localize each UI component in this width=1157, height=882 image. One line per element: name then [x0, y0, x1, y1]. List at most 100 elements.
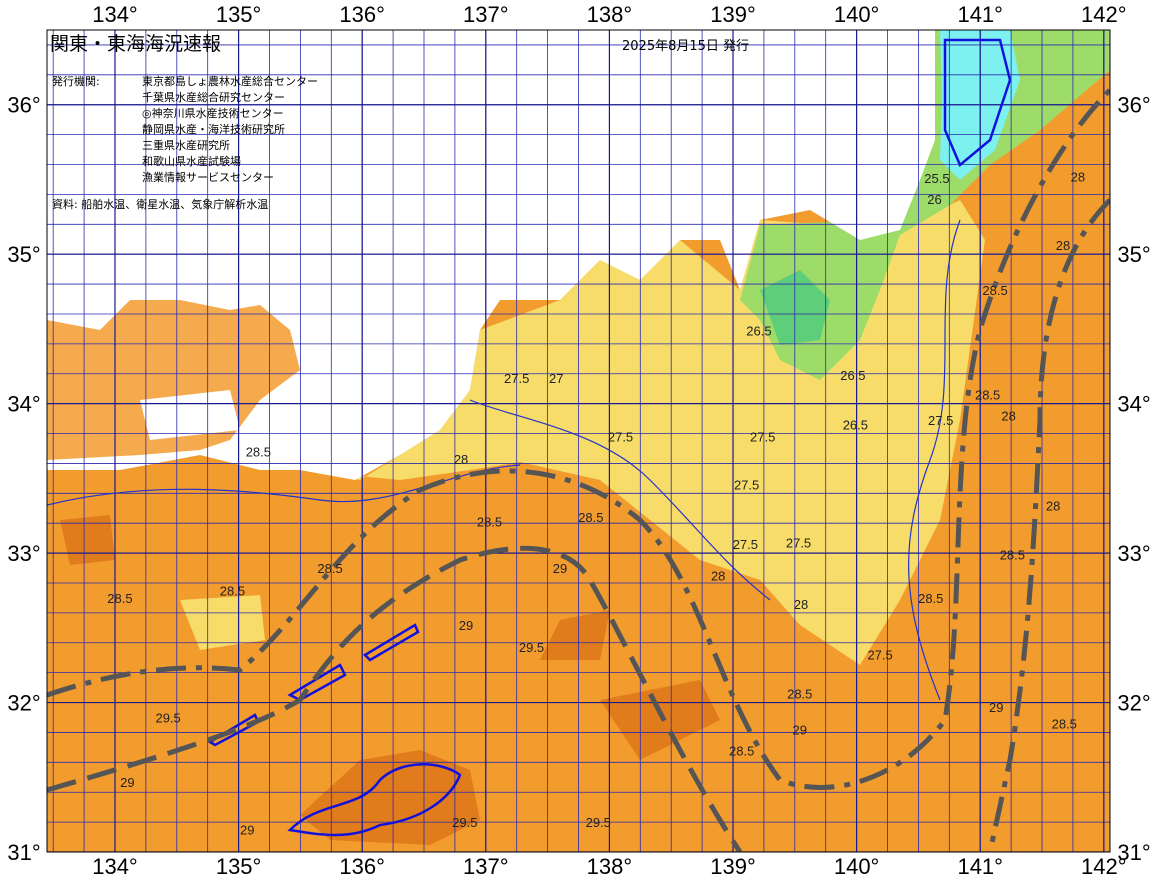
lat-tick-label: 36°: [1117, 93, 1150, 118]
contour-line: [47, 464, 521, 506]
contour-label: 28: [1046, 498, 1060, 513]
issue-date: 2025年8月15日 発行: [622, 39, 749, 54]
contour-label: 28.5: [982, 283, 1007, 298]
contour-label: 28.5: [246, 444, 271, 459]
contour-label: 29: [553, 561, 567, 576]
lat-tick-label: 32°: [1117, 691, 1150, 716]
lat-tick-label: 36°: [7, 93, 40, 118]
contour-label: 29: [240, 823, 254, 838]
grid: [47, 30, 1110, 852]
agency: 和歌山県水産試験場: [142, 154, 241, 168]
map-body: 28.5 27.5 27 27.5 27.5 27.5 27.5 27.5 28.5 28.5 28…: [47, 30, 1110, 852]
contour-label: 29: [459, 618, 473, 633]
source: 資料: 船舶水温、衛星水温、気象庁解析水温: [52, 197, 268, 211]
sea-hot: [60, 515, 720, 845]
current-path: [47, 88, 1110, 790]
contour-labels: 28.5 27.5 27 27.5 27.5 27.5 27.5 27.5 28.5 28.5 28…: [107, 169, 1085, 837]
contour-label: 28: [1071, 169, 1085, 184]
contour-label: 29: [989, 700, 1003, 715]
contour-label: 28.5: [918, 591, 943, 606]
lon-tick-label: 136°: [339, 2, 385, 27]
contour-label: 28: [454, 452, 468, 467]
agency: 千葉県水産総合研究センター: [142, 90, 285, 104]
contour-label: 27.5: [928, 413, 953, 428]
contour-label: 27.5: [608, 430, 633, 445]
contours: [47, 219, 961, 701]
lat-tick-label: 31°: [7, 840, 40, 865]
contour-label: 25.5: [924, 171, 949, 186]
contour-label: 29.5: [155, 710, 180, 725]
lon-tick-label: 137°: [463, 2, 509, 27]
map-frame: [46, 29, 1111, 853]
lon-tick-label: 142°: [1081, 854, 1127, 879]
contour-label: 27.5: [867, 648, 892, 663]
contour-label: 29: [793, 722, 807, 737]
lat-tick-label: 35°: [1117, 242, 1150, 267]
current-paths: [47, 88, 1110, 852]
contour-line: [943, 38, 1012, 168]
agency: 東京都島しょ農林水産総合センター: [142, 74, 318, 88]
contour-label: 28.5: [975, 388, 1000, 403]
contour-line: [287, 763, 462, 837]
lon-tick-label: 141°: [957, 854, 1003, 879]
contour-label: 29.5: [519, 640, 544, 655]
contour-label: 28.5: [477, 515, 502, 530]
contour-label: 28.5: [729, 743, 754, 758]
lat-tick-label: 33°: [7, 541, 40, 566]
contour-label: 28: [794, 597, 808, 612]
contour-label: 27.5: [734, 477, 759, 492]
lon-tick-label: 135°: [216, 854, 262, 879]
lat-tick-label: 34°: [7, 392, 40, 417]
contour-label: 28.5: [578, 510, 603, 525]
lon-tick-label: 139°: [710, 854, 756, 879]
lon-tick-label: 140°: [834, 2, 880, 27]
contour-label: 27.5: [750, 430, 775, 445]
agency: 三重県水産研究所: [142, 138, 230, 152]
contour-label: 28: [711, 569, 725, 584]
contour-label: 28.5: [787, 687, 812, 702]
lon-tick-label: 135°: [216, 2, 262, 27]
contour-label: 29: [120, 775, 134, 790]
lat-tick-label: 33°: [1117, 541, 1150, 566]
sea-green: [740, 30, 1110, 380]
lat-tick-label: 34°: [1117, 392, 1150, 417]
contour-label: 29.5: [586, 815, 611, 830]
lon-tick-label: 141°: [957, 2, 1003, 27]
agency: 漁業情報サービスセンター: [142, 170, 274, 184]
current-path: [47, 545, 743, 852]
agency: 静岡県水産・海洋技術研究所: [142, 122, 285, 136]
lon-tick-label: 134°: [92, 854, 138, 879]
contour-label: 28.5: [107, 591, 132, 606]
contour-label: 26: [927, 192, 941, 207]
contour-label: 27: [549, 371, 563, 386]
contour-label: 28.5: [1000, 548, 1025, 563]
lon-tick-label: 138°: [587, 2, 633, 27]
lon-tick-label: 136°: [339, 854, 385, 879]
contour-label: 27.5: [504, 371, 529, 386]
current-path: [987, 198, 1110, 852]
contour-label: 28.5: [317, 561, 342, 576]
contour-line: [469, 399, 771, 601]
contour-label: 27.5: [733, 537, 758, 552]
lat-tick-label: 35°: [7, 242, 40, 267]
lon-tick-label: 140°: [834, 854, 880, 879]
contour-label: 26.5: [840, 368, 865, 383]
lon-tick-label: 138°: [587, 854, 633, 879]
lon-tick-label: 139°: [710, 2, 756, 27]
lon-tick-label: 134°: [92, 2, 138, 27]
contour-label: 27.5: [786, 536, 811, 551]
lon-tick-label: 142°: [1081, 2, 1127, 27]
contour-label: 26.5: [843, 418, 868, 433]
contour-label: 29.5: [452, 815, 477, 830]
title: 関東・東海海況速報: [50, 33, 221, 55]
shikoku: [140, 390, 240, 440]
contour-line: [908, 219, 961, 701]
lat-tick-label: 31°: [1117, 840, 1150, 865]
lat-tick-label: 32°: [7, 691, 40, 716]
contour-label: 28: [1056, 238, 1070, 253]
contour-label: 28.5: [220, 583, 245, 598]
agency: ◎神奈川県水産技術センター: [142, 106, 284, 120]
agencies-label: 発行機関:: [52, 74, 100, 88]
